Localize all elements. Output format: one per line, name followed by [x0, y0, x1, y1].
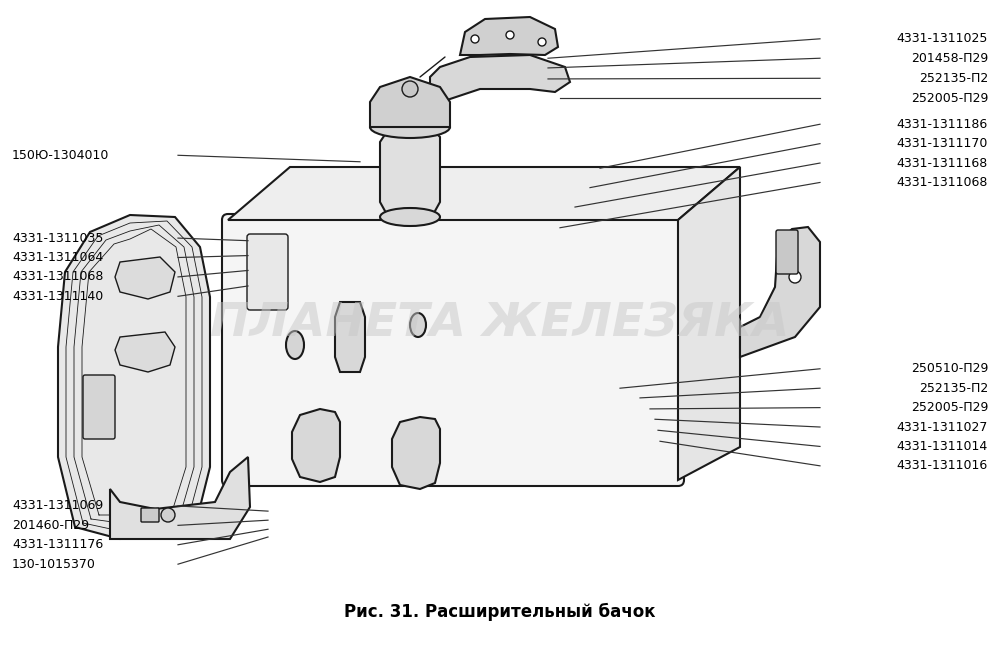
Text: 4331-1311170: 4331-1311170: [897, 137, 988, 150]
Polygon shape: [115, 257, 175, 299]
Text: 4331-1311035: 4331-1311035: [12, 232, 103, 245]
Text: 252005-П29: 252005-П29: [911, 92, 988, 105]
Text: 4331-1311140: 4331-1311140: [12, 290, 103, 303]
Text: 252135-П2: 252135-П2: [919, 382, 988, 395]
Text: 4331-1311016: 4331-1311016: [897, 459, 988, 472]
Text: 252135-П2: 252135-П2: [919, 72, 988, 85]
Text: 4331-1311068: 4331-1311068: [12, 270, 103, 283]
Ellipse shape: [370, 116, 450, 138]
FancyBboxPatch shape: [247, 234, 288, 310]
Polygon shape: [678, 167, 740, 480]
Polygon shape: [430, 55, 570, 107]
Text: 201460-П29: 201460-П29: [12, 519, 89, 532]
Text: 4331-1311069: 4331-1311069: [12, 499, 103, 512]
Circle shape: [161, 508, 175, 522]
Text: 4331-1311025: 4331-1311025: [897, 32, 988, 45]
Text: 4331-1311068: 4331-1311068: [897, 176, 988, 189]
Polygon shape: [58, 215, 210, 539]
Polygon shape: [380, 127, 440, 220]
Text: Рис. 31. Расширительный бачок: Рис. 31. Расширительный бачок: [344, 603, 656, 621]
FancyBboxPatch shape: [83, 375, 115, 439]
Circle shape: [402, 81, 418, 97]
Circle shape: [538, 38, 546, 46]
Text: 4331-1311064: 4331-1311064: [12, 251, 103, 264]
FancyBboxPatch shape: [776, 230, 798, 274]
Circle shape: [506, 31, 514, 39]
Text: ПЛАНЕТА ЖЕЛЕЗЯКА: ПЛАНЕТА ЖЕЛЕЗЯКА: [210, 302, 790, 347]
Text: 4331-1311014: 4331-1311014: [897, 440, 988, 453]
Polygon shape: [292, 409, 340, 482]
Text: 252005-П29: 252005-П29: [911, 401, 988, 414]
Polygon shape: [370, 77, 450, 127]
Polygon shape: [740, 227, 820, 357]
Polygon shape: [392, 417, 440, 489]
Ellipse shape: [286, 331, 304, 359]
Polygon shape: [460, 17, 558, 55]
Text: 4331-1311186: 4331-1311186: [897, 118, 988, 131]
FancyBboxPatch shape: [222, 214, 684, 486]
Text: 250510-П29: 250510-П29: [911, 362, 988, 375]
Text: 4331-1311168: 4331-1311168: [897, 157, 988, 170]
FancyBboxPatch shape: [141, 508, 159, 522]
Ellipse shape: [410, 313, 426, 337]
Polygon shape: [115, 332, 175, 372]
Polygon shape: [228, 167, 740, 220]
Text: 130-1015370: 130-1015370: [12, 558, 96, 571]
Polygon shape: [335, 302, 365, 372]
Circle shape: [789, 271, 801, 283]
Ellipse shape: [380, 208, 440, 226]
Text: 201458-П29: 201458-П29: [911, 52, 988, 65]
Text: 150Ю-1304010: 150Ю-1304010: [12, 149, 109, 162]
Polygon shape: [110, 457, 250, 539]
Circle shape: [471, 35, 479, 43]
Text: 4331-1311027: 4331-1311027: [897, 421, 988, 433]
Text: 4331-1311176: 4331-1311176: [12, 538, 103, 551]
